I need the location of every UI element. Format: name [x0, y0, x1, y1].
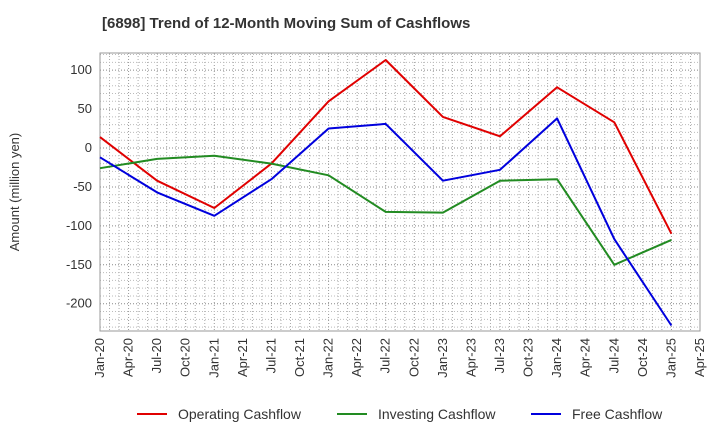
legend-label: Operating Cashflow — [178, 406, 302, 422]
plot-frame — [99, 52, 701, 332]
y-tick-label: 0 — [85, 140, 92, 155]
x-tick-label: Oct-20 — [178, 338, 193, 377]
x-tick-label: Oct-24 — [635, 338, 650, 377]
y-tick-label: -50 — [73, 179, 92, 194]
series-line-free-cashflow — [99, 117, 673, 327]
x-tick-label: Apr-25 — [692, 338, 707, 377]
legend-label: Investing Cashflow — [378, 406, 496, 422]
x-tick-label: Jul-24 — [606, 338, 621, 373]
x-tick-label: Jan-24 — [549, 338, 564, 378]
x-tick-label: Apr-22 — [349, 338, 364, 377]
series-line-operating-cashflow — [99, 59, 673, 235]
x-tick-label: Jan-20 — [92, 338, 107, 378]
y-tick-label: -200 — [66, 296, 92, 311]
x-tick-label: Oct-22 — [406, 338, 421, 377]
y-tick-label: 100 — [70, 62, 92, 77]
x-tick-label: Apr-20 — [121, 338, 136, 377]
x-tick-label: Jul-20 — [149, 338, 164, 373]
x-tick-label: Apr-24 — [578, 338, 593, 377]
legend-label: Free Cashflow — [572, 406, 663, 422]
y-tick-label: -150 — [66, 257, 92, 272]
x-tick-label: Jan-25 — [663, 338, 678, 378]
chart-title: [6898] Trend of 12-Month Moving Sum of C… — [102, 15, 471, 32]
y-tick-label: 50 — [78, 101, 92, 116]
x-tick-label: Oct-23 — [521, 338, 536, 377]
x-tick-label: Apr-23 — [463, 338, 478, 377]
series-line-investing-cashflow — [99, 154, 672, 266]
y-tick-label: -100 — [66, 218, 92, 233]
x-axis: Jan-20 Apr-20 Jul-20 Oct-20 Jan-21 Apr-21 Jul-… — [92, 338, 707, 378]
x-tick-label: Jul-23 — [492, 338, 507, 373]
x-tick-label: Jan-23 — [435, 338, 450, 378]
x-tick-label: Jan-21 — [206, 338, 221, 378]
y-axis-title: Amount (million yen) — [7, 133, 22, 252]
x-tick-label: Jul-22 — [378, 338, 393, 373]
plot-background — [100, 53, 700, 331]
x-tick-label: Oct-21 — [292, 338, 307, 377]
legend: Operating Cashflow Investing Cashflow Free… — [137, 406, 663, 422]
y-axis: 100 50 0 -50 -100 -150 -200 — [66, 62, 92, 311]
x-tick-label: Jan-22 — [321, 338, 336, 378]
series-layer — [99, 59, 673, 327]
x-tick-label: Apr-21 — [235, 338, 250, 377]
x-tick-label: Jul-21 — [263, 338, 278, 373]
